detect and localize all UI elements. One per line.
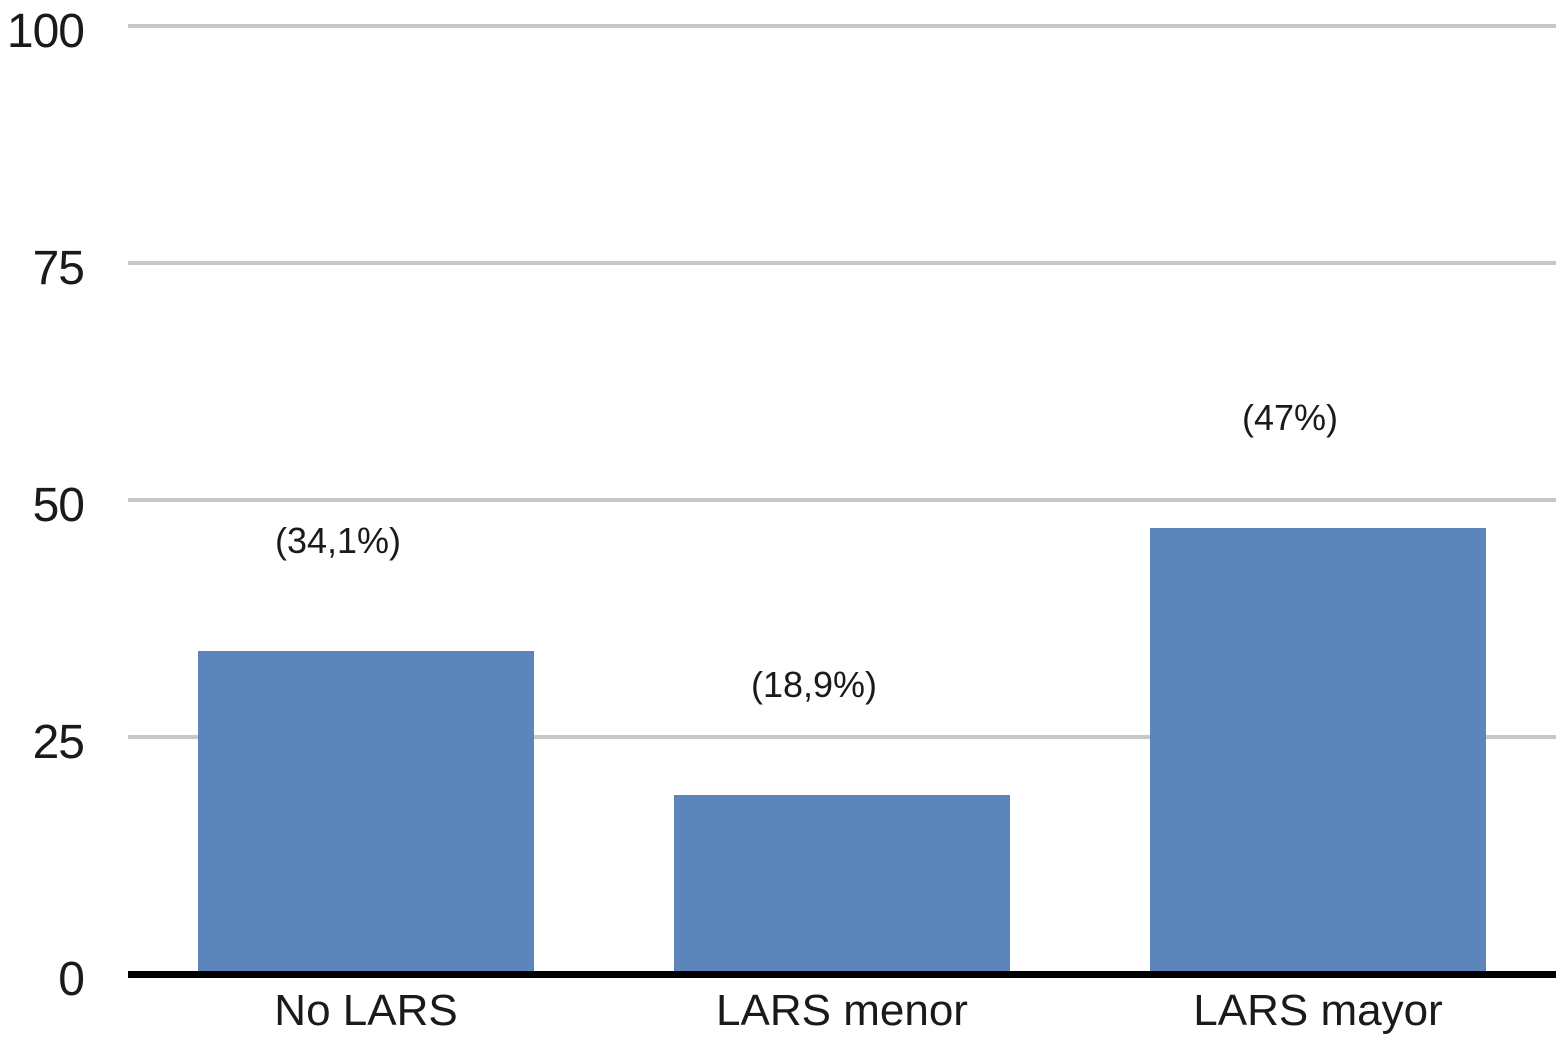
gridline [128, 498, 1556, 502]
y-axis-tick-label: 75 [32, 242, 85, 295]
x-axis-line [128, 971, 1556, 978]
bar-value-label: (18,9%) [750, 663, 878, 705]
bar [1150, 528, 1486, 974]
y-axis-tick-label: 50 [32, 479, 85, 532]
bar [674, 794, 1010, 974]
bar-value-label: (47%) [1241, 397, 1339, 439]
x-category-label: LARS mayor [1193, 986, 1443, 1035]
bar [198, 650, 534, 974]
y-axis-tick-label: 25 [32, 716, 85, 769]
bar-value-label: (34,1%) [274, 519, 402, 561]
gridline [128, 735, 1556, 739]
x-category-label: No LARS [274, 986, 458, 1035]
gridline [128, 24, 1556, 28]
x-category-label: LARS menor [716, 986, 968, 1035]
y-axis-tick-label: 100 [6, 5, 85, 58]
y-axis-tick-label: 0 [58, 953, 85, 1006]
gridline [128, 261, 1556, 265]
